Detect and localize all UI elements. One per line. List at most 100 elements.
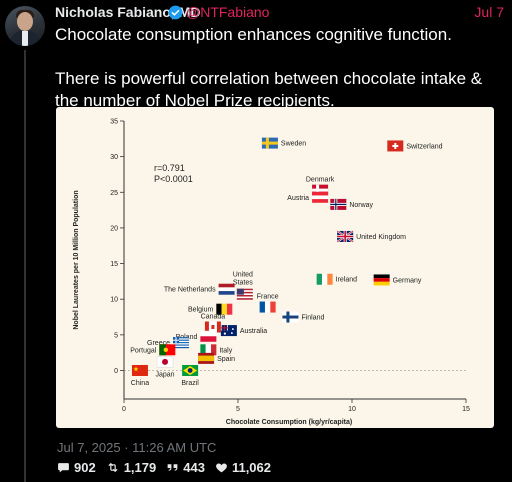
- flag-part: [173, 343, 189, 345]
- flag-part: [220, 327, 228, 329]
- chart-image[interactable]: 0 5 10 15 20 25 30 35 0 5 10 15 Chocolate Consumptio…: [56, 107, 494, 428]
- flag-marker: [200, 344, 217, 356]
- tweet-date[interactable]: Jul 7: [474, 4, 504, 20]
- flag-part: [236, 291, 253, 294]
- flag-part: [221, 303, 227, 315]
- flag-marker: [330, 198, 347, 210]
- point-label: Germany: [393, 277, 422, 284]
- flag-part: [173, 346, 189, 349]
- flag-marker: [373, 274, 390, 286]
- point-label: United: [233, 272, 253, 279]
- flag-part: [216, 321, 221, 333]
- flag-part: [321, 273, 328, 285]
- flag-part: [218, 287, 235, 292]
- x-tick-label: 15: [462, 406, 470, 413]
- author-name[interactable]: Nicholas Fabiano, MD: [55, 4, 201, 20]
- y-axis-label: Nobel Laureates per 10 Million Populatio…: [73, 190, 80, 329]
- y-tick-label: 5: [114, 332, 118, 339]
- flag-part: [173, 340, 189, 343]
- avatar-face: [17, 12, 33, 31]
- flag-marker: [131, 364, 148, 376]
- flag-marker: [387, 140, 404, 152]
- flag-marker: [218, 283, 235, 295]
- y-tick-label: 20: [110, 225, 118, 232]
- x-tick-label: 5: [236, 406, 240, 413]
- quote-metric[interactable]: 443: [166, 460, 205, 475]
- flag-part: [198, 355, 215, 362]
- verified-badge-icon: [168, 5, 183, 20]
- flag-part: [205, 344, 212, 356]
- flag-part: [211, 325, 215, 330]
- flag-part: [236, 296, 253, 299]
- flag-part: [373, 278, 390, 282]
- flag-part: [173, 342, 189, 344]
- flag-marker: [336, 230, 354, 243]
- y-tick-label: 30: [110, 154, 118, 161]
- flag-part: [131, 364, 148, 376]
- flag-part: [230, 332, 233, 334]
- point-label: Greece: [147, 340, 170, 347]
- flag-part: [162, 358, 169, 365]
- flag-part: [200, 344, 206, 356]
- flag-marker: [312, 184, 329, 196]
- like-metric[interactable]: 11,062: [215, 460, 271, 475]
- flag-marker: [316, 273, 333, 285]
- tweet-timestamp[interactable]: Jul 7, 2025 · 11:26 AM UTC: [57, 440, 217, 455]
- stats-annotation: r=0.791: [154, 163, 185, 173]
- flag-marker: [198, 352, 215, 364]
- flag-part: [218, 283, 235, 288]
- point-label: United Kingdom: [356, 234, 406, 241]
- point-label: Denmark: [306, 177, 335, 184]
- flag-part: [312, 191, 329, 196]
- flag-part: [261, 141, 278, 145]
- x-tick-label: 0: [122, 406, 126, 413]
- flag-part: [312, 188, 329, 192]
- flag-part: [220, 325, 237, 337]
- flag-part: [373, 281, 390, 286]
- flag-part: [312, 199, 329, 203]
- flag-part: [282, 315, 299, 319]
- flag-part: [264, 301, 271, 313]
- flag-part: [133, 366, 139, 372]
- y-tick-label: 35: [110, 119, 118, 126]
- flag-part: [316, 273, 322, 285]
- flag-part: [173, 337, 189, 339]
- flag-part: [200, 330, 217, 337]
- flag-marker: [312, 191, 329, 203]
- flag-part: [236, 290, 253, 292]
- flag-marker: [173, 337, 189, 349]
- point-label: Finland: [301, 315, 324, 322]
- point-label: Italy: [219, 347, 232, 354]
- tweet-line-1: Chocolate consumption enhances cognitive…: [55, 25, 452, 44]
- reply-metric[interactable]: 902: [57, 460, 96, 475]
- flag-part: [226, 303, 233, 315]
- flag-part: [159, 344, 166, 356]
- flag-part: [173, 339, 189, 341]
- flag-marker: [261, 137, 278, 149]
- flag-part: [337, 235, 354, 238]
- flag-part: [327, 273, 333, 285]
- flag-part: [259, 301, 265, 313]
- stats-annotation: P<0.0001: [154, 174, 193, 184]
- flag-marker: [182, 364, 199, 376]
- flag-marker: [159, 344, 176, 356]
- point-label: Belgium: [188, 307, 213, 314]
- point-label: States: [233, 280, 253, 287]
- flag-part: [231, 328, 234, 330]
- retweet-metric[interactable]: 1,179: [106, 460, 156, 475]
- thread-line: [24, 50, 26, 482]
- point-label: Japan: [156, 371, 175, 378]
- flag-part: [173, 339, 179, 341]
- point-label: Portugal: [130, 347, 157, 354]
- flag-part: [236, 295, 253, 297]
- flag-part: [312, 195, 329, 200]
- author-avatar[interactable]: [5, 6, 45, 46]
- flag-part: [173, 345, 189, 347]
- flag-part: [236, 298, 253, 300]
- avatar-shirt: [22, 31, 28, 46]
- reply-icon: [58, 463, 69, 473]
- x-axis-label: Chocolate Consumption (kg/yr/capita): [226, 419, 352, 426]
- flag-part: [156, 356, 174, 368]
- flag-part: [392, 144, 399, 147]
- author-handle[interactable]: @NTFabiano: [186, 4, 270, 20]
